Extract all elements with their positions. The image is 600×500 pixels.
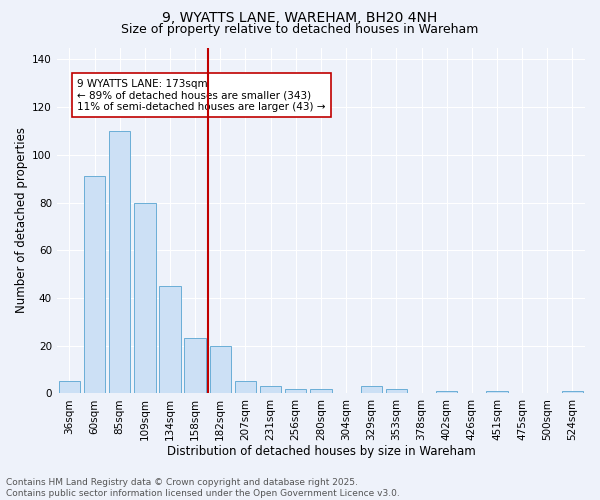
Text: 9, WYATTS LANE, WAREHAM, BH20 4NH: 9, WYATTS LANE, WAREHAM, BH20 4NH [163, 11, 437, 25]
Bar [361, 386, 382, 394]
Bar [59, 382, 80, 394]
Bar [84, 176, 105, 394]
Bar [109, 131, 130, 394]
Text: Size of property relative to detached houses in Wareham: Size of property relative to detached ho… [121, 22, 479, 36]
Bar [486, 391, 508, 394]
Bar [209, 346, 231, 394]
Text: Contains HM Land Registry data © Crown copyright and database right 2025.
Contai: Contains HM Land Registry data © Crown c… [6, 478, 400, 498]
Bar [159, 286, 181, 394]
Bar [310, 388, 332, 394]
Bar [134, 202, 155, 394]
Bar [184, 338, 206, 394]
Bar [562, 391, 583, 394]
X-axis label: Distribution of detached houses by size in Wareham: Distribution of detached houses by size … [167, 444, 475, 458]
Bar [235, 382, 256, 394]
Bar [436, 391, 457, 394]
Bar [260, 386, 281, 394]
Y-axis label: Number of detached properties: Number of detached properties [15, 128, 28, 314]
Bar [386, 388, 407, 394]
Text: 9 WYATTS LANE: 173sqm
← 89% of detached houses are smaller (343)
11% of semi-det: 9 WYATTS LANE: 173sqm ← 89% of detached … [77, 78, 325, 112]
Bar [285, 388, 307, 394]
